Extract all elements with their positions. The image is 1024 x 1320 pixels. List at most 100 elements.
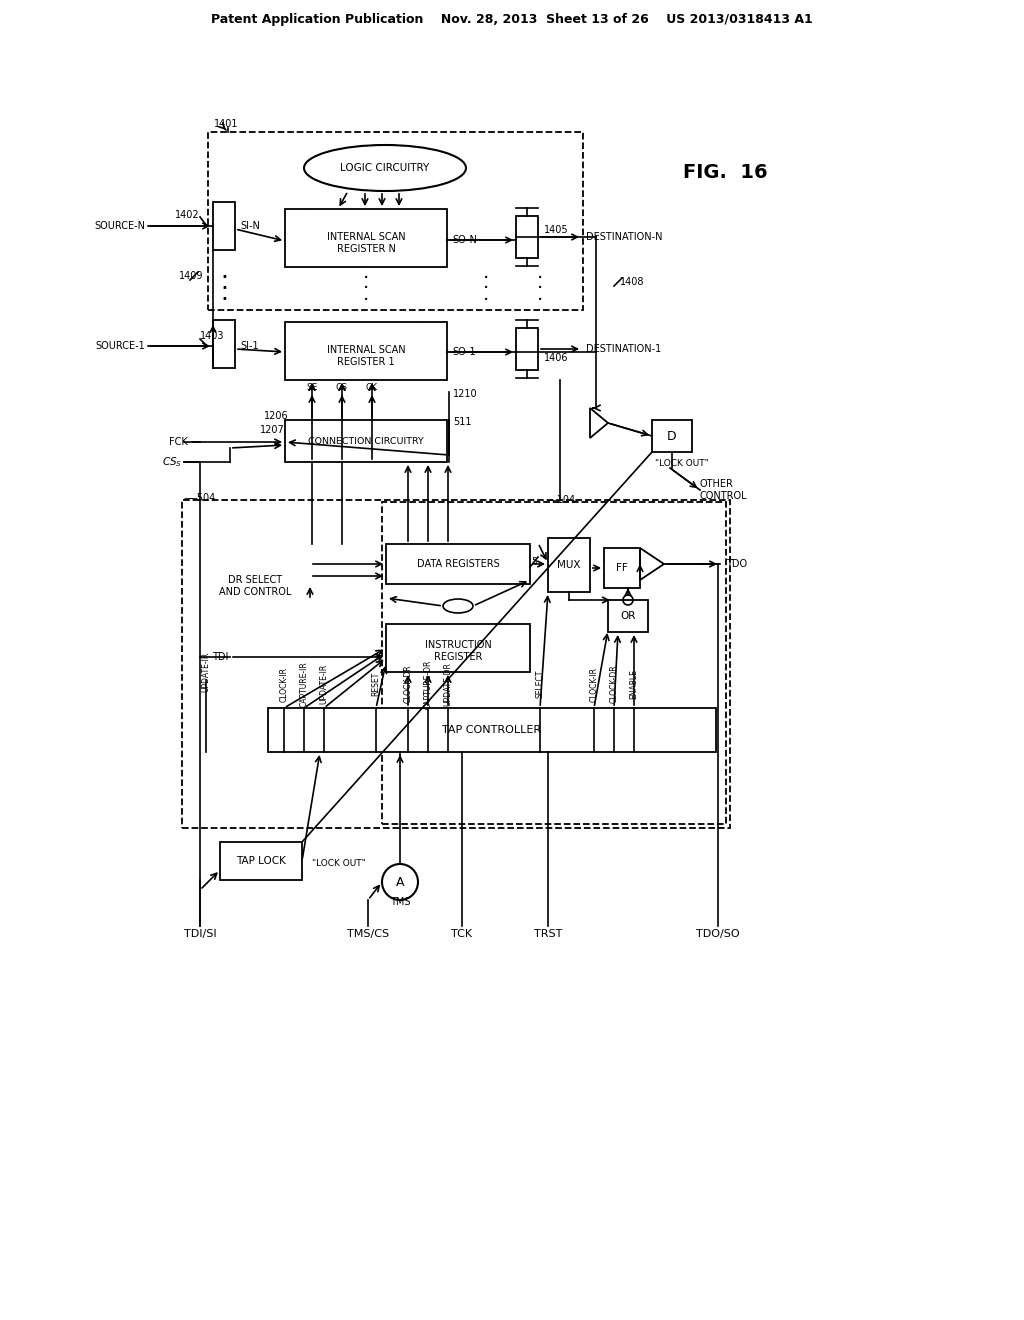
Text: SO-1: SO-1 [452,347,475,356]
Text: TMS: TMS [390,898,411,907]
Text: Patent Application Publication    Nov. 28, 2013  Sheet 13 of 26    US 2013/03184: Patent Application Publication Nov. 28, … [211,13,813,26]
Text: SI-N: SI-N [240,220,260,231]
Text: ·: · [537,290,543,309]
FancyBboxPatch shape [213,202,234,249]
FancyBboxPatch shape [182,500,730,828]
Text: 1406: 1406 [544,352,568,363]
Text: 1206: 1206 [264,411,289,421]
Text: TCK: TCK [452,929,472,939]
Text: SELECT: SELECT [536,669,545,698]
Text: CONTROL: CONTROL [700,491,748,502]
Text: SO-N: SO-N [452,235,477,246]
FancyBboxPatch shape [386,544,530,583]
FancyBboxPatch shape [652,420,692,451]
FancyBboxPatch shape [382,502,726,824]
Text: "LOCK OUT": "LOCK OUT" [655,458,709,467]
Text: 511: 511 [453,417,471,426]
FancyBboxPatch shape [516,327,538,370]
FancyBboxPatch shape [213,319,234,368]
Text: UPDATE-IR: UPDATE-IR [202,652,211,692]
Text: DESTINATION-N: DESTINATION-N [586,232,663,242]
FancyBboxPatch shape [285,209,447,267]
Text: 1405: 1405 [544,224,568,235]
Text: TMS/CS: TMS/CS [347,929,389,939]
Text: REGISTER: REGISTER [434,652,482,663]
Text: LOGIC CIRCUITRY: LOGIC CIRCUITRY [340,162,430,173]
Text: ·: · [220,277,228,301]
FancyBboxPatch shape [548,539,590,591]
Text: FCK: FCK [169,437,188,447]
Text: TDI: TDI [212,652,228,663]
Text: 1402: 1402 [175,210,200,220]
Text: ·: · [362,280,369,298]
Text: INTERNAL SCAN: INTERNAL SCAN [327,345,406,355]
FancyBboxPatch shape [285,322,447,380]
Text: —504: —504 [188,492,216,503]
Text: UPDATE-DR: UPDATE-DR [443,663,453,706]
Text: DESTINATION-1: DESTINATION-1 [586,345,662,354]
Text: "LOCK OUT": "LOCK OUT" [312,858,366,867]
Text: DR SELECT: DR SELECT [228,576,282,585]
Text: FF: FF [616,564,628,573]
Text: RESET: RESET [372,672,381,696]
Text: ·: · [483,290,489,309]
Text: —: — [183,492,193,503]
Text: 1210: 1210 [453,389,477,399]
Text: REGISTER N: REGISTER N [337,244,395,253]
Text: 1409: 1409 [179,271,204,281]
Text: OR: OR [621,611,636,620]
FancyBboxPatch shape [608,601,648,632]
FancyBboxPatch shape [208,132,583,310]
Text: CLOCK-DR: CLOCK-DR [403,665,413,704]
Text: D: D [668,429,677,442]
Text: DATA REGISTERS: DATA REGISTERS [417,558,500,569]
Text: CONNECTION CIRCUITRY: CONNECTION CIRCUITRY [308,437,424,446]
Text: TAP LOCK: TAP LOCK [237,855,286,866]
FancyBboxPatch shape [285,420,447,462]
Text: CAPTURE-IR: CAPTURE-IR [299,661,308,708]
Text: UPDATE-IR: UPDATE-IR [319,664,329,704]
Text: FIG.  16: FIG. 16 [683,162,767,181]
Text: ENABLE: ENABLE [630,669,639,698]
Text: SE: SE [306,383,317,392]
Text: CAPTURE-DR: CAPTURE-DR [424,659,432,709]
FancyBboxPatch shape [386,624,530,672]
FancyBboxPatch shape [516,216,538,257]
Text: CS: CS [336,383,348,392]
Text: TDO/SO: TDO/SO [696,929,739,939]
Text: 1207: 1207 [260,425,285,436]
Text: A: A [395,875,404,888]
FancyBboxPatch shape [604,548,640,587]
Text: AND CONTROL: AND CONTROL [219,587,291,597]
Text: 5: 5 [531,557,537,566]
Text: $CS_S$: $CS_S$ [162,455,182,469]
FancyBboxPatch shape [220,842,302,880]
Text: ·: · [537,280,543,298]
Text: ·: · [362,268,369,288]
Text: CLOCK-DR: CLOCK-DR [609,665,618,704]
Text: ·: · [483,280,489,298]
Text: TRST: TRST [534,929,562,939]
Text: CK: CK [366,383,378,392]
Text: ·: · [537,268,543,288]
Text: INTERNAL SCAN: INTERNAL SCAN [327,232,406,242]
Text: SOURCE-1: SOURCE-1 [95,341,145,351]
Text: INSTRUCTION: INSTRUCTION [425,640,492,649]
Text: ·: · [362,290,369,309]
Text: CLOCK-IR: CLOCK-IR [590,667,598,701]
FancyBboxPatch shape [268,708,716,752]
Text: CLOCK-IR: CLOCK-IR [280,667,289,701]
Text: —104: —104 [548,495,577,506]
Text: ·: · [220,267,228,290]
Text: TDI/SI: TDI/SI [183,929,216,939]
Text: TAP CONTROLLER: TAP CONTROLLER [442,725,542,735]
Text: SI-1: SI-1 [240,341,259,351]
Text: ·: · [483,268,489,288]
Text: ·: · [220,288,228,312]
Text: MUX: MUX [557,560,581,570]
Text: TDO: TDO [726,558,748,569]
Text: REGISTER 1: REGISTER 1 [337,356,395,367]
Text: 1403: 1403 [200,331,224,341]
Text: OTHER: OTHER [700,479,734,488]
Text: 1408: 1408 [620,277,644,286]
